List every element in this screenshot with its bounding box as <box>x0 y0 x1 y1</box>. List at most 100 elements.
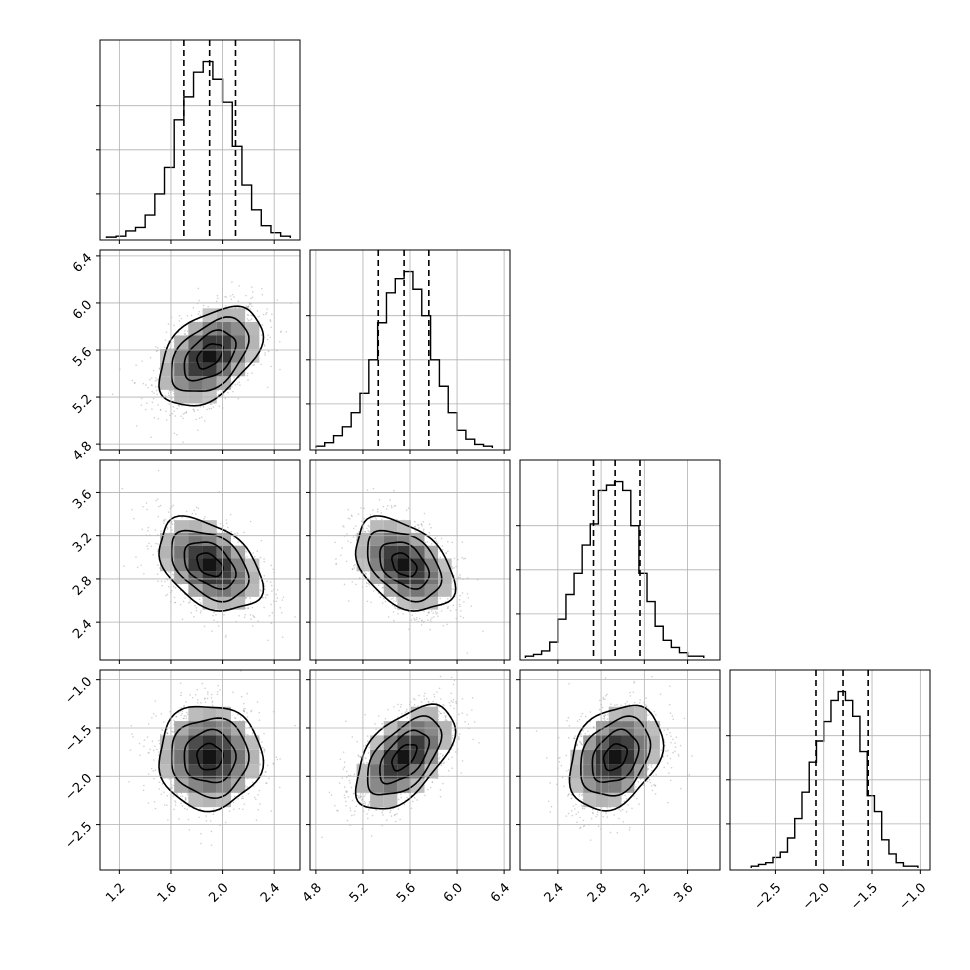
sample-point <box>381 586 384 589</box>
sample-point <box>157 543 159 545</box>
sample-point <box>143 739 146 741</box>
sample-point <box>464 557 467 560</box>
sample-point <box>182 441 184 443</box>
sample-point <box>192 306 195 309</box>
sample-point <box>347 600 350 602</box>
sample-point <box>150 436 152 438</box>
sample-point <box>242 709 245 712</box>
density-group <box>334 487 510 654</box>
sample-point <box>256 550 259 552</box>
sample-point <box>142 505 144 508</box>
sample-point <box>423 512 426 515</box>
density-cell <box>216 349 231 363</box>
sample-point <box>353 564 355 567</box>
sample-point <box>198 816 200 819</box>
sample-point <box>146 736 149 738</box>
sample-point <box>261 293 264 296</box>
sample-point <box>390 505 393 507</box>
sample-point <box>334 541 336 544</box>
sample-point <box>206 408 208 411</box>
sample-point <box>131 508 133 511</box>
sample-point <box>154 807 157 810</box>
sample-point <box>350 514 353 517</box>
sample-point <box>166 795 169 797</box>
sample-point <box>197 429 199 432</box>
density-cell <box>174 376 189 390</box>
sample-point <box>190 314 193 317</box>
sample-point <box>269 320 272 322</box>
sample-point <box>164 518 167 521</box>
sample-point <box>241 797 243 800</box>
sample-point <box>131 733 133 735</box>
sample-point <box>252 364 254 367</box>
sample-point <box>210 844 213 846</box>
contour-line <box>196 343 224 370</box>
sample-point <box>375 518 378 520</box>
sample-point <box>213 619 215 622</box>
sample-point <box>360 507 362 509</box>
density-cell <box>383 545 398 559</box>
sample-point <box>176 407 179 410</box>
density-cell <box>188 362 203 377</box>
sample-point <box>142 382 145 385</box>
sample-point <box>379 596 382 598</box>
sample-point <box>270 365 272 368</box>
sample-point <box>141 360 143 362</box>
sample-point <box>223 613 225 616</box>
sample-point <box>414 526 416 528</box>
histogram-step <box>750 690 919 868</box>
sample-point <box>131 379 134 382</box>
sample-point <box>380 518 383 521</box>
sample-point <box>247 607 249 609</box>
density-cell <box>216 321 231 336</box>
sample-point <box>223 531 226 533</box>
sample-point <box>225 519 228 521</box>
sample-point <box>172 390 175 392</box>
sample-point <box>451 541 454 544</box>
sample-point <box>249 614 252 616</box>
sample-point <box>261 324 264 326</box>
sample-point <box>163 346 166 349</box>
sample-point <box>453 588 455 591</box>
sample-point <box>335 563 337 566</box>
sample-point <box>172 585 175 588</box>
density-cell <box>370 532 384 546</box>
sample-point <box>255 798 257 801</box>
sample-point <box>428 523 431 526</box>
sample-point <box>377 592 380 594</box>
sample-point <box>461 592 464 594</box>
sample-point <box>165 331 168 333</box>
sample-point <box>159 408 162 411</box>
sample-point <box>155 350 158 352</box>
sample-point <box>263 732 265 735</box>
sample-point <box>145 502 148 504</box>
sample-point <box>152 369 155 372</box>
sample-point <box>352 527 355 530</box>
sample-point <box>269 319 271 321</box>
sample-point <box>152 770 155 772</box>
sample-point <box>156 379 158 381</box>
sample-point <box>364 530 366 533</box>
sample-point <box>267 639 269 642</box>
sample-point <box>261 287 263 290</box>
sample-point <box>217 297 219 300</box>
sample-point <box>154 386 157 388</box>
sample-point <box>246 556 248 558</box>
sample-point <box>184 807 186 810</box>
sample-point <box>266 338 269 341</box>
sample-point <box>143 572 145 575</box>
sample-point <box>176 433 178 436</box>
sample-point <box>182 417 184 420</box>
sample-point <box>410 619 413 621</box>
sample-point <box>133 382 136 384</box>
sample-point <box>207 305 209 308</box>
sample-point <box>167 511 170 513</box>
sample-point <box>272 568 275 571</box>
sample-point <box>453 557 456 560</box>
sample-point <box>384 600 387 603</box>
sample-point <box>430 543 433 545</box>
sample-point <box>246 372 249 375</box>
sample-point <box>213 611 215 614</box>
sample-point <box>260 334 263 336</box>
density-cell <box>174 571 189 585</box>
